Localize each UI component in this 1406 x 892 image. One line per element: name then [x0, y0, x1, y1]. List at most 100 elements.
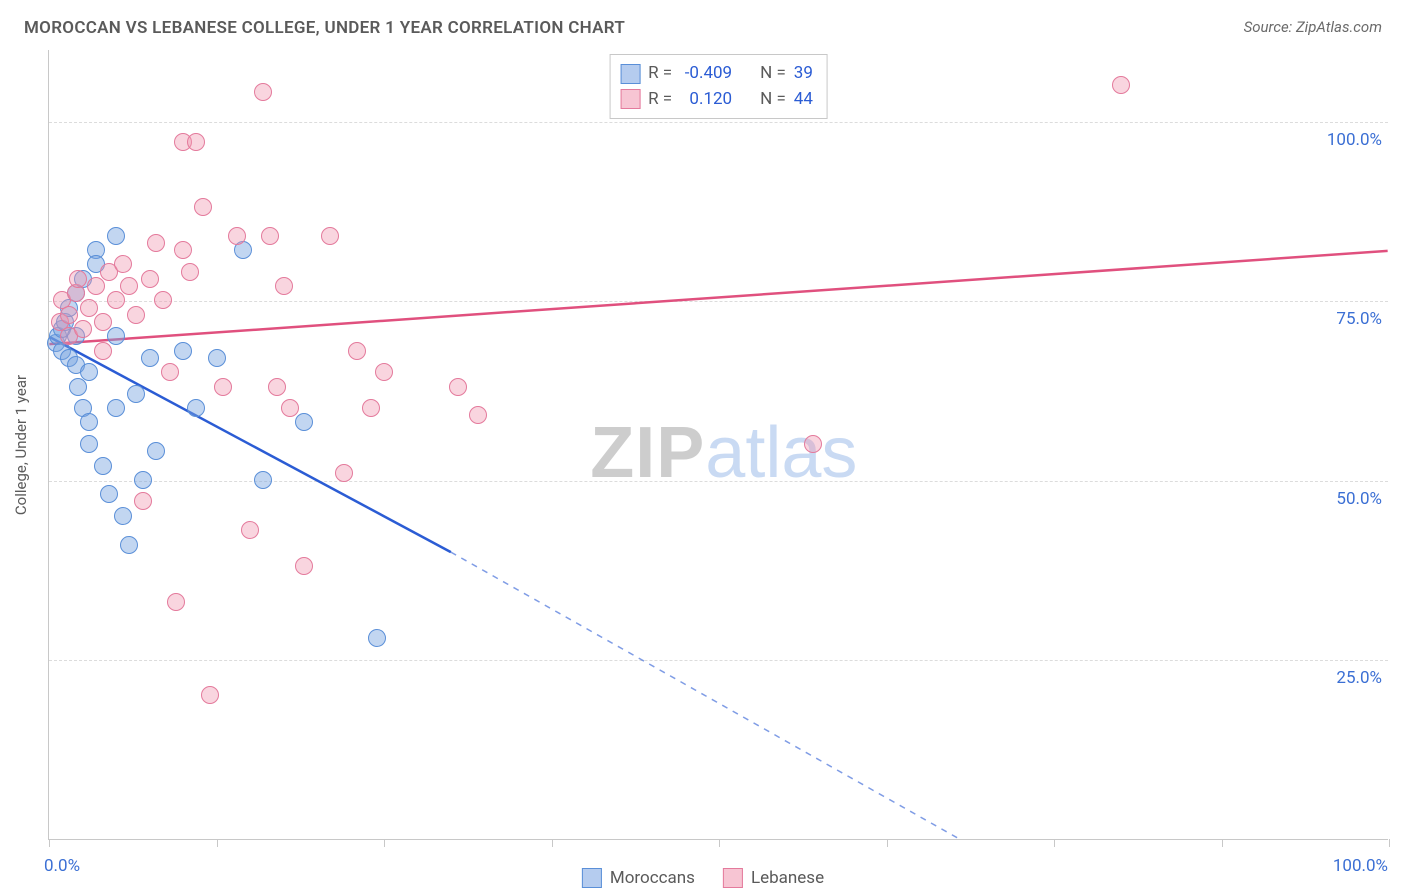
swatch-blue-icon [620, 64, 640, 84]
data-point-pink [60, 306, 78, 324]
grid-line [49, 122, 1388, 123]
data-point-pink [74, 320, 92, 338]
data-point-pink [281, 399, 299, 417]
r-label-2: R = [648, 87, 672, 113]
legend-label-2: Lebanese [751, 868, 824, 888]
data-point-pink [80, 299, 98, 317]
data-point-blue [80, 435, 98, 453]
data-point-pink [268, 378, 286, 396]
data-point-pink [362, 399, 380, 417]
stats-row-2: R = 0.120 N = 44 [620, 87, 813, 113]
n-label-1: N = [760, 61, 786, 87]
x-tick [552, 839, 553, 847]
data-point-blue [254, 471, 272, 489]
r-label-1: R = [648, 61, 672, 87]
data-point-blue [147, 442, 165, 460]
bottom-legend: Moroccans Lebanese [582, 868, 824, 888]
data-point-pink [107, 291, 125, 309]
y-axis-label: College, Under 1 year [12, 374, 30, 514]
data-point-pink [127, 306, 145, 324]
data-point-blue [94, 457, 112, 475]
data-point-pink [348, 342, 366, 360]
data-point-pink [228, 227, 246, 245]
y-tick-label: 50.0% [1310, 489, 1390, 509]
data-point-pink [321, 227, 339, 245]
data-point-blue [208, 349, 226, 367]
trend-line-dash-moroccans [451, 552, 960, 839]
data-point-pink [69, 270, 87, 288]
x-tick [49, 839, 50, 847]
y-tick-label: 75.0% [1310, 309, 1390, 329]
n-val-2: 44 [794, 87, 813, 113]
data-point-blue [80, 363, 98, 381]
data-point-pink [120, 277, 138, 295]
data-point-pink [167, 593, 185, 611]
data-point-blue [107, 399, 125, 417]
data-point-pink [161, 363, 179, 381]
y-tick-label: 25.0% [1310, 668, 1390, 688]
x-tick [1222, 839, 1223, 847]
data-point-blue [368, 629, 386, 647]
data-point-pink [134, 492, 152, 510]
data-point-blue [187, 399, 205, 417]
swatch-pink-icon [620, 89, 640, 109]
data-point-pink [147, 234, 165, 252]
data-point-pink [804, 435, 822, 453]
data-point-pink [335, 464, 353, 482]
grid-line [49, 660, 1388, 661]
grid-line [49, 481, 1388, 482]
x-tick [384, 839, 385, 847]
plot-area: College, Under 1 year ZIPatlas R = -0.40… [48, 50, 1388, 840]
data-point-pink [174, 241, 192, 259]
data-point-pink [187, 133, 205, 151]
x-tick [1054, 839, 1055, 847]
data-point-blue [100, 485, 118, 503]
source-label: Source: ZipAtlas.com [1244, 18, 1382, 36]
data-point-pink [261, 227, 279, 245]
legend-item-lebanese: Lebanese [723, 868, 824, 888]
data-point-pink [275, 277, 293, 295]
data-point-pink [201, 686, 219, 704]
data-point-blue [295, 413, 313, 431]
stats-row-1: R = -0.409 N = 39 [620, 61, 813, 87]
data-point-pink [154, 291, 172, 309]
data-point-blue [107, 227, 125, 245]
data-point-pink [1112, 76, 1130, 94]
data-point-pink [141, 270, 159, 288]
data-point-blue [80, 413, 98, 431]
data-point-blue [107, 327, 125, 345]
data-point-pink [375, 363, 393, 381]
trend-lines [49, 50, 1388, 839]
header: MOROCCAN VS LEBANESE COLLEGE, UNDER 1 YE… [0, 0, 1406, 38]
data-point-pink [181, 263, 199, 281]
data-point-pink [214, 378, 232, 396]
n-label-2: N = [760, 87, 786, 113]
data-point-pink [94, 342, 112, 360]
r-val-2: 0.120 [680, 87, 732, 113]
x-tick-label-0: 0.0% [44, 856, 80, 876]
x-tick [217, 839, 218, 847]
x-tick [719, 839, 720, 847]
x-tick [1389, 839, 1390, 847]
data-point-pink [295, 557, 313, 575]
data-point-pink [87, 277, 105, 295]
data-point-blue [174, 342, 192, 360]
data-point-blue [134, 471, 152, 489]
legend-item-moroccans: Moroccans [582, 868, 695, 888]
data-point-pink [194, 198, 212, 216]
x-tick [887, 839, 888, 847]
data-point-pink [114, 255, 132, 273]
data-point-pink [469, 406, 487, 424]
data-point-pink [449, 378, 467, 396]
y-tick-label: 100.0% [1310, 130, 1390, 150]
stats-box: R = -0.409 N = 39 R = 0.120 N = 44 [609, 54, 828, 119]
swatch-pink-icon [723, 868, 743, 888]
data-point-pink [94, 313, 112, 331]
r-val-1: -0.409 [680, 61, 732, 87]
swatch-blue-icon [582, 868, 602, 888]
data-point-blue [114, 507, 132, 525]
legend-label-1: Moroccans [610, 868, 695, 888]
trend-line-lebanese [49, 251, 1387, 344]
grid-line [49, 301, 1388, 302]
data-point-blue [120, 536, 138, 554]
